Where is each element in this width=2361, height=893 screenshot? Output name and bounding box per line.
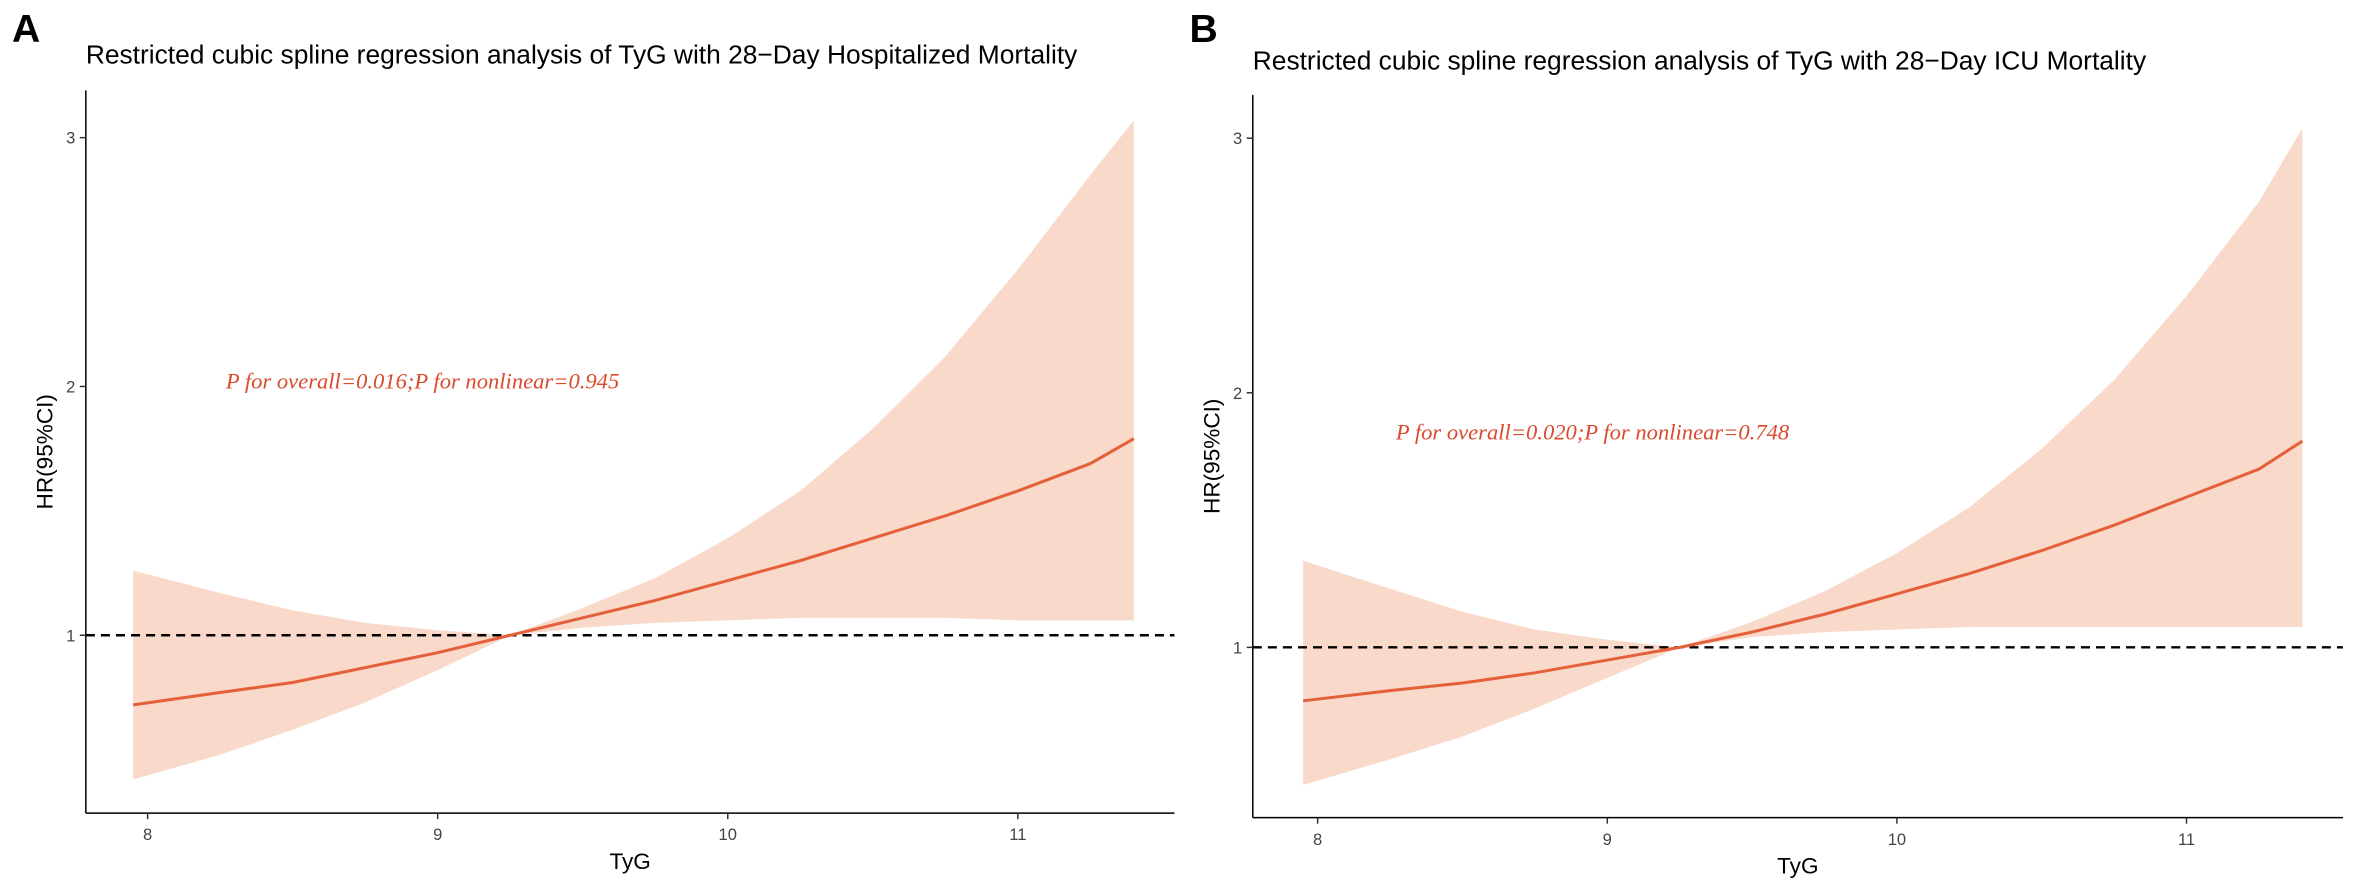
x-tick-label: 10 bbox=[719, 825, 737, 844]
chart-title: Restricted cubic spline regression analy… bbox=[86, 39, 1078, 69]
x-axis-label: TyG bbox=[1777, 853, 1818, 878]
confidence-band bbox=[1303, 128, 2303, 785]
x-tick-label: 9 bbox=[433, 825, 442, 844]
x-tick-label: 11 bbox=[1009, 825, 1026, 844]
annotation: P for overall=0.016;P for nonlinear=0.94… bbox=[225, 369, 619, 394]
y-axis-label: HR(95%CI) bbox=[33, 394, 58, 509]
hr-line bbox=[1302, 439, 2304, 703]
panel-label: A bbox=[12, 8, 40, 51]
y-tick-label: 2 bbox=[66, 377, 75, 396]
annotation: P for overall=0.020;P for nonlinear=0.74… bbox=[1395, 420, 1790, 445]
chart-title: Restricted cubic spline regression analy… bbox=[1253, 45, 2147, 75]
x-tick-label: 10 bbox=[1888, 830, 1906, 849]
y-tick-label: 1 bbox=[1233, 638, 1242, 657]
x-tick-label: 8 bbox=[1313, 830, 1322, 849]
x-tick-label: 9 bbox=[1603, 830, 1612, 849]
x-axis-label: TyG bbox=[609, 849, 650, 874]
y-tick-label: 3 bbox=[1233, 129, 1242, 148]
y-tick-label: 2 bbox=[1233, 384, 1242, 403]
x-tick-label: 11 bbox=[2178, 830, 2195, 849]
y-tick-label: 3 bbox=[66, 129, 75, 148]
confidence-band bbox=[133, 120, 1134, 780]
x-tick-label: 8 bbox=[143, 825, 152, 844]
y-tick-label: 1 bbox=[66, 626, 75, 645]
hr-line bbox=[132, 437, 1135, 707]
y-axis-label: HR(95%CI) bbox=[1200, 399, 1225, 514]
panel-label: B bbox=[1190, 8, 1218, 51]
